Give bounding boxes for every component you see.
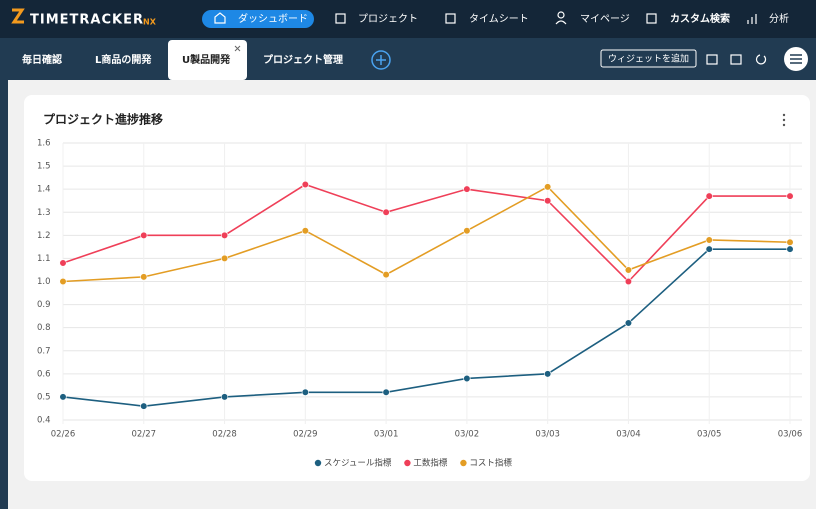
data-point — [220, 393, 229, 401]
legend-label: コスト指標 — [469, 458, 512, 469]
x-tick-label: 03/05 — [697, 430, 722, 440]
plot: 0.4 0.5 0.6 0.7 0.8 0.9 1.0 1.1 1.2 1.3 1.4 1.5 1.6 0… — [37, 139, 802, 469]
tab[interactable]: プロジェクト管理 — [263, 53, 343, 66]
legend-marker — [460, 459, 467, 467]
nav-icons — [214, 11, 757, 25]
data-point — [705, 192, 713, 200]
x-tick-label: 03/04 — [616, 430, 641, 440]
y-tick-label: 1.4 — [37, 185, 51, 195]
y-tick-label: 0.5 — [37, 392, 51, 402]
toolbar-icons[interactable] — [706, 54, 767, 65]
data-point — [463, 185, 471, 193]
data-point — [382, 388, 390, 396]
y-tick-label: 1.6 — [37, 139, 51, 149]
data-point — [624, 319, 633, 327]
series-line — [62, 185, 791, 283]
series-line — [62, 183, 790, 283]
nav-item[interactable]: 分析 — [769, 12, 789, 25]
data-point — [59, 277, 67, 286]
nav-item[interactable]: ダッシュボード — [238, 12, 308, 25]
y-tick-label: 1.2 — [37, 231, 51, 241]
data-point — [59, 393, 67, 401]
series-line — [62, 248, 790, 407]
y-tick-label: 1.3 — [37, 208, 51, 218]
nav-item[interactable]: カスタム検索 — [670, 12, 730, 25]
x-tick-label: 02/29 — [293, 430, 318, 440]
legend-label: スケジュール指標 — [324, 458, 392, 469]
nav-item[interactable]: プロジェクト — [358, 13, 418, 25]
data-point — [544, 370, 552, 378]
legend-label: 工数指標 — [413, 458, 448, 469]
legend-marker — [314, 459, 322, 467]
widget-card — [24, 95, 810, 481]
data-point — [463, 227, 471, 235]
y-tick-label: 0.4 — [37, 416, 51, 426]
y-tick-label: 1.5 — [37, 162, 51, 172]
add-tab[interactable] — [371, 50, 391, 70]
data-point — [140, 402, 148, 410]
active-tab[interactable] — [168, 40, 247, 80]
x-tick-label: 03/02 — [455, 430, 480, 440]
tab[interactable]: 毎日確認 — [22, 53, 62, 66]
tab-bar — [0, 38, 816, 80]
data-point — [786, 192, 794, 200]
x-tick-label: 02/26 — [51, 430, 76, 440]
y-tick-label: 0.9 — [37, 300, 51, 310]
nav-item[interactable]: タイムシート — [469, 13, 529, 25]
nav-active-pill[interactable] — [202, 10, 314, 28]
data-point — [705, 245, 713, 253]
tab[interactable]: L商品の開発 — [95, 53, 152, 66]
menu-icon — [790, 54, 802, 64]
kebab[interactable] — [782, 113, 786, 127]
data-point — [624, 266, 633, 274]
side-strip — [0, 80, 8, 509]
tab[interactable]: U製品開発 — [182, 53, 231, 66]
data-point — [382, 208, 390, 216]
y-tick-label: 0.6 — [37, 369, 51, 379]
add-widget-button[interactable] — [600, 49, 697, 68]
data-point — [544, 183, 552, 191]
data-point — [301, 388, 309, 396]
y-tick-label: 1.1 — [37, 254, 51, 264]
x-tick-label: 03/01 — [374, 430, 399, 440]
data-point — [463, 374, 471, 383]
x-tick-label: 02/28 — [212, 430, 237, 440]
data-point — [705, 236, 713, 244]
data-point — [624, 277, 633, 286]
logo-icon — [11, 8, 25, 24]
data-point — [59, 259, 67, 267]
y-tick-label: 0.8 — [37, 323, 51, 333]
x-tick-label: 03/06 — [778, 430, 803, 440]
data-point — [544, 197, 552, 205]
data-point — [382, 270, 390, 279]
data-point — [220, 231, 229, 239]
legend-marker — [404, 459, 411, 467]
data-point — [786, 238, 794, 246]
logo-suffix: NX — [143, 18, 157, 27]
data-point — [220, 254, 229, 263]
y-tick-label: 0.7 — [37, 346, 51, 356]
data-point — [301, 180, 309, 189]
x-tick-label: 02/27 — [132, 430, 157, 440]
tab-close[interactable] — [234, 45, 241, 52]
data-point — [301, 227, 309, 235]
header-bar — [0, 0, 816, 38]
data-point — [140, 273, 148, 281]
nav-item[interactable]: マイページ — [580, 14, 630, 25]
logo: TIMETRACKER — [30, 13, 144, 28]
x-tick-label: 03/03 — [535, 430, 560, 440]
chart-title: プロジェクト進捗推移 — [43, 112, 163, 127]
data-point — [140, 231, 148, 239]
data-point — [786, 245, 794, 253]
add-widget-label[interactable]: ウィジェットを追加 — [608, 53, 689, 65]
y-tick-label: 1.0 — [37, 277, 51, 287]
